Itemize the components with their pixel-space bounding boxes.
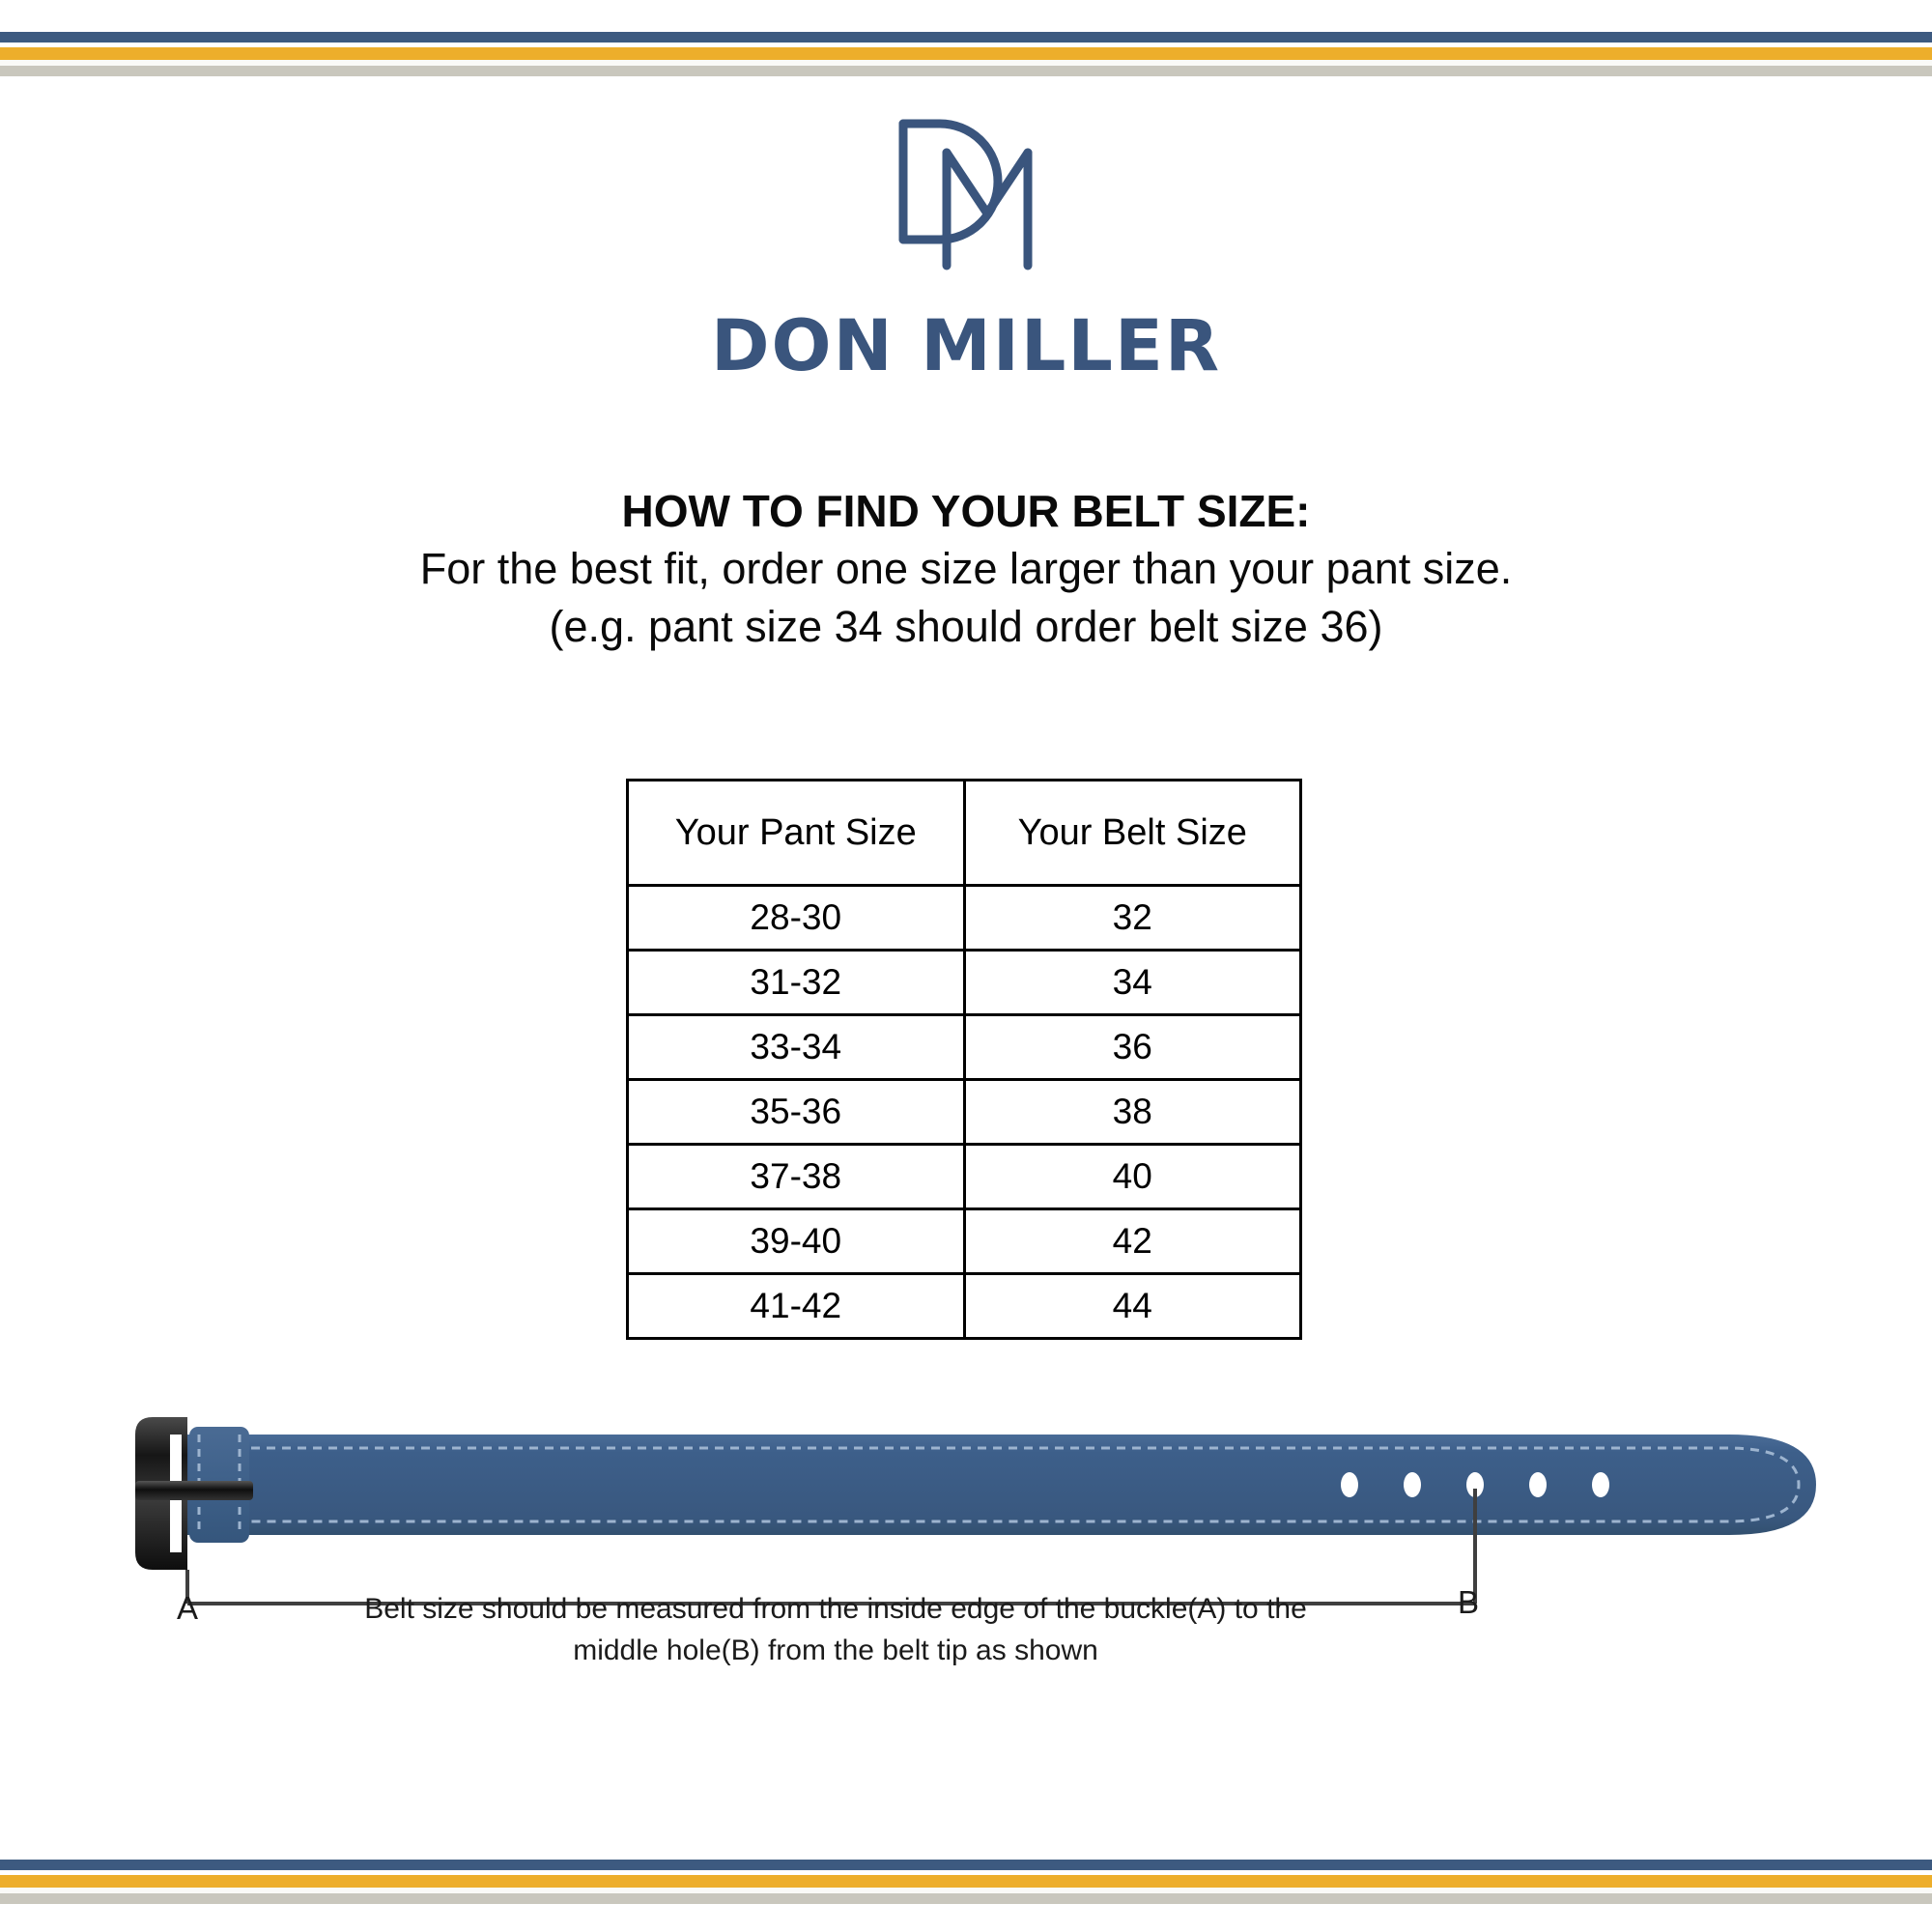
brand-wordmark: DON MILLER (710, 305, 1222, 387)
cell-belt-size: 36 (962, 1013, 1302, 1081)
belt-hole-middle (1466, 1472, 1484, 1497)
cell-pant-size: 41-42 (626, 1272, 966, 1340)
caption-line-1: Belt size should be measured from the in… (364, 1593, 1307, 1625)
belt-stitching (205, 1446, 1801, 1523)
belt-measurement-caption: Belt size should be measured from the in… (242, 1589, 1430, 1671)
belt-strap (184, 1435, 1816, 1535)
belt-hole (1404, 1472, 1421, 1497)
cell-pant-size: 37-38 (626, 1143, 966, 1210)
belt-diagram (0, 1406, 1932, 1647)
stripe-white-gap (0, 43, 1932, 47)
size-conversion-table: Your Pant Size Your Belt Size 28-30 32 31-… (626, 779, 1302, 1340)
table-row: 37-38 40 (626, 1143, 1302, 1210)
cell-pant-size: 33-34 (626, 1013, 966, 1081)
bottom-stripe-band (0, 1860, 1932, 1904)
cell-pant-size: 31-32 (626, 949, 966, 1016)
table-body: 28-30 32 31-32 34 33-34 36 35-36 38 37-38 40 39-40… (626, 884, 1302, 1340)
belt-hole (1341, 1472, 1358, 1497)
measurement-marker-a: A (177, 1590, 199, 1626)
stripe-gold (0, 1875, 1932, 1888)
cell-belt-size: 42 (962, 1208, 1302, 1275)
howto-title: HOW TO FIND YOUR BELT SIZE: (621, 486, 1311, 536)
belt-hole (1592, 1472, 1609, 1497)
caption-line-2: middle hole(B) from the belt tip as show… (573, 1634, 1098, 1666)
cell-pant-size: 35-36 (626, 1078, 966, 1146)
brand-logo (0, 114, 1932, 278)
table-row: 41-42 44 (626, 1272, 1302, 1340)
cell-belt-size: 34 (962, 949, 1302, 1016)
stripe-white-gap (0, 1870, 1932, 1875)
table-row: 39-40 42 (626, 1208, 1302, 1275)
stripe-gray (0, 1893, 1932, 1904)
stripe-navy (0, 32, 1932, 43)
stripe-white-gap-2 (0, 60, 1932, 66)
table-row: 28-30 32 (626, 884, 1302, 952)
table-row: 35-36 38 (626, 1078, 1302, 1146)
buckle-prong (135, 1481, 253, 1500)
cell-belt-size: 38 (962, 1078, 1302, 1146)
cell-belt-size: 44 (962, 1272, 1302, 1340)
cell-belt-size: 32 (962, 884, 1302, 952)
cell-pant-size: 39-40 (626, 1208, 966, 1275)
cell-belt-size: 40 (962, 1143, 1302, 1210)
table-header-row: Your Pant Size Your Belt Size (626, 779, 1302, 887)
column-header-pant-size: Your Pant Size (626, 779, 966, 887)
stripe-white-gap-2 (0, 1888, 1932, 1893)
belt-hole (1529, 1472, 1547, 1497)
column-header-belt-size: Your Belt Size (962, 779, 1302, 887)
table-row: 31-32 34 (626, 949, 1302, 1016)
howto-line-2: (e.g. pant size 34 should order belt siz… (549, 601, 1383, 651)
measurement-marker-b: B (1458, 1584, 1480, 1620)
top-stripe-band (0, 32, 1932, 76)
dm-monogram-icon (887, 114, 1046, 273)
stripe-gray (0, 66, 1932, 76)
stripe-gold (0, 47, 1932, 60)
howto-line-1: For the best fit, order one size larger … (419, 543, 1513, 593)
stripe-navy (0, 1860, 1932, 1870)
cell-pant-size: 28-30 (626, 884, 966, 952)
table-row: 33-34 36 (626, 1013, 1302, 1081)
howto-section: HOW TO FIND YOUR BELT SIZE: For the best… (0, 483, 1932, 656)
